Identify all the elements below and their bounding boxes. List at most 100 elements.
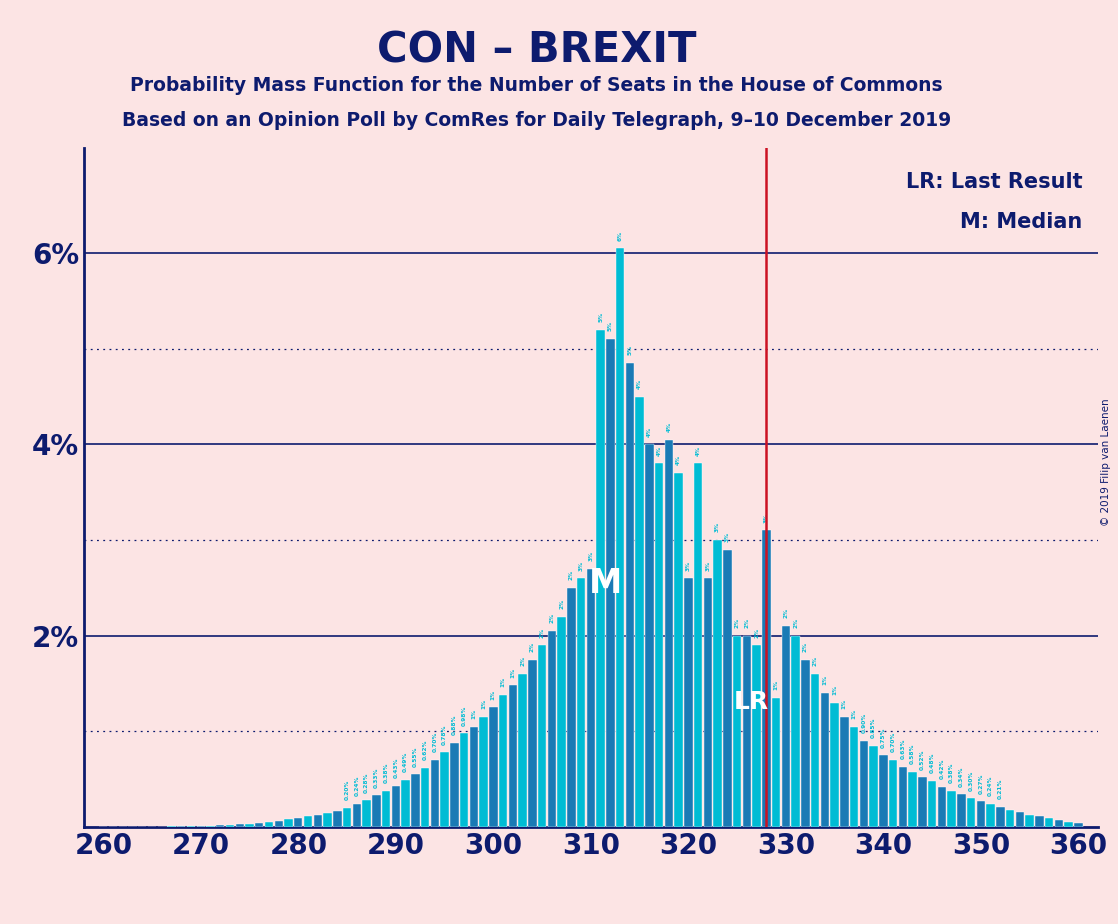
Bar	[665, 440, 673, 827]
Bar	[558, 616, 566, 827]
Bar	[1074, 823, 1082, 827]
Bar	[821, 693, 830, 827]
Text: 3%: 3%	[705, 561, 710, 571]
Bar	[1064, 822, 1073, 827]
Bar	[246, 823, 254, 827]
Bar	[391, 785, 400, 827]
Text: 1%: 1%	[823, 675, 827, 686]
Bar	[889, 760, 898, 827]
Bar	[792, 636, 799, 827]
Bar	[792, 636, 799, 827]
Text: LR: Last Result: LR: Last Result	[906, 172, 1082, 191]
Bar	[178, 826, 186, 827]
Bar	[216, 825, 225, 827]
Bar	[1006, 809, 1014, 827]
Bar	[616, 249, 624, 827]
Text: 4%: 4%	[666, 421, 672, 432]
Bar	[352, 804, 361, 827]
Bar	[1035, 817, 1043, 827]
Bar	[742, 636, 751, 827]
Bar	[899, 767, 907, 827]
Bar	[821, 693, 830, 827]
Bar	[947, 791, 956, 827]
Bar	[841, 717, 849, 827]
Bar	[362, 800, 371, 827]
Text: 0.27%: 0.27%	[978, 773, 984, 794]
Bar	[831, 702, 838, 827]
Text: 0.63%: 0.63%	[900, 738, 906, 760]
Text: 4%: 4%	[637, 379, 642, 389]
Bar	[255, 822, 264, 827]
Bar	[986, 804, 995, 827]
Bar	[684, 578, 692, 827]
Text: 5%: 5%	[598, 311, 603, 322]
Text: 0.75%: 0.75%	[881, 727, 885, 748]
Bar	[343, 808, 351, 827]
Text: 0.42%: 0.42%	[939, 759, 945, 779]
Bar	[265, 821, 273, 827]
Text: 0.24%: 0.24%	[354, 776, 359, 796]
Bar	[771, 698, 780, 827]
Bar	[616, 249, 624, 827]
Bar	[841, 717, 849, 827]
Bar	[226, 824, 235, 827]
Text: 2%: 2%	[735, 618, 740, 628]
Text: 0.34%: 0.34%	[959, 766, 964, 787]
Bar	[1054, 821, 1063, 827]
Bar	[781, 626, 790, 827]
Bar	[480, 717, 487, 827]
Bar	[967, 798, 975, 827]
Bar	[265, 821, 273, 827]
Text: 2%: 2%	[520, 656, 525, 666]
Bar	[762, 530, 770, 827]
Bar	[909, 772, 917, 827]
Bar	[314, 815, 322, 827]
Bar	[519, 674, 527, 827]
Bar	[459, 734, 468, 827]
Text: 0.88%: 0.88%	[452, 714, 457, 736]
Bar	[323, 812, 332, 827]
Bar	[509, 686, 517, 827]
Text: Based on an Opinion Poll by ComRes for Daily Telegraph, 9–10 December 2019: Based on an Opinion Poll by ComRes for D…	[122, 111, 951, 130]
Text: 1%: 1%	[842, 699, 846, 710]
Bar	[655, 464, 663, 827]
Text: 2%: 2%	[784, 608, 788, 618]
Text: 0.48%: 0.48%	[930, 753, 935, 773]
Bar	[401, 780, 410, 827]
Bar	[490, 708, 498, 827]
Text: 1%: 1%	[774, 680, 778, 690]
Bar	[713, 540, 722, 827]
Bar	[323, 812, 332, 827]
Bar	[977, 801, 985, 827]
Bar	[567, 588, 576, 827]
Bar	[1006, 809, 1014, 827]
Bar	[207, 825, 215, 827]
Text: 2%: 2%	[793, 618, 798, 628]
Bar	[284, 820, 293, 827]
Bar	[938, 787, 946, 827]
Bar	[665, 440, 673, 827]
Text: 0.98%: 0.98%	[462, 705, 466, 725]
Bar	[723, 550, 731, 827]
Bar	[870, 746, 878, 827]
Bar	[538, 645, 547, 827]
Bar	[645, 444, 654, 827]
Bar	[197, 825, 205, 827]
Bar	[226, 824, 235, 827]
Bar	[635, 396, 644, 827]
Bar	[168, 826, 176, 827]
Bar	[1074, 823, 1082, 827]
Bar	[538, 645, 547, 827]
Text: 4%: 4%	[676, 456, 681, 466]
Bar	[703, 578, 712, 827]
Bar	[957, 795, 966, 827]
Bar	[1025, 815, 1034, 827]
Text: 2%: 2%	[803, 642, 808, 652]
Bar	[197, 825, 205, 827]
Bar	[742, 636, 751, 827]
Bar	[1054, 821, 1063, 827]
Bar	[451, 743, 458, 827]
Text: CON – BREXIT: CON – BREXIT	[377, 30, 697, 71]
Bar	[850, 726, 859, 827]
Bar	[947, 791, 956, 827]
